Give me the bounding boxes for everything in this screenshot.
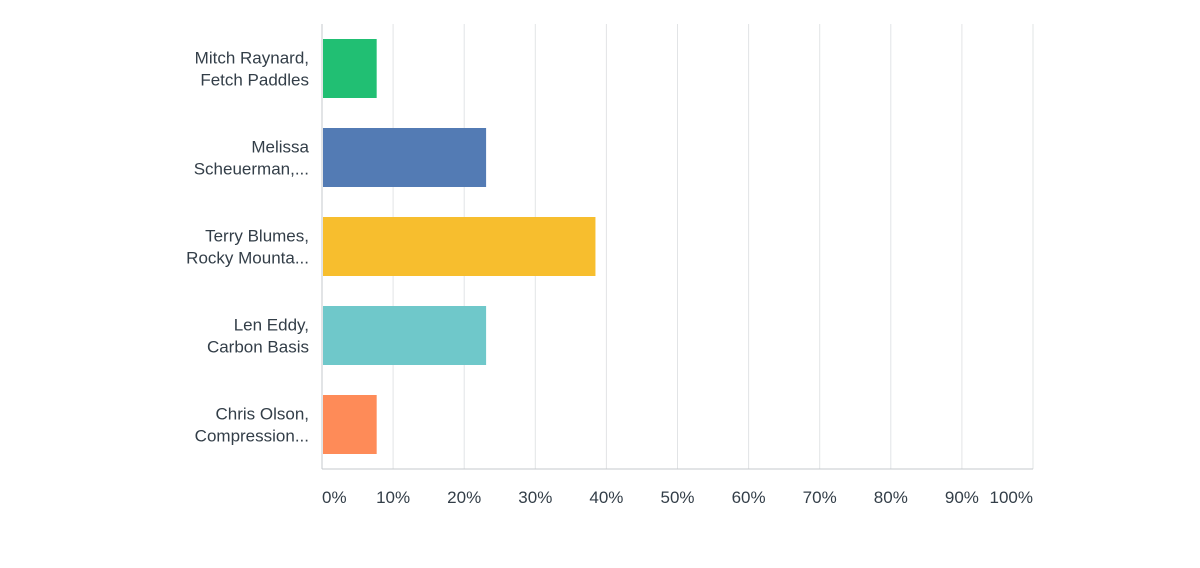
x-tick-label: 100% <box>990 488 1033 507</box>
x-tick-label: 60% <box>732 488 766 507</box>
category-label-line: Scheuerman,... <box>194 160 309 179</box>
category-label: Chris Olson, Compression... <box>195 405 309 446</box>
category-labels: Mitch Raynard, Fetch Paddles Melissa Scheue… <box>186 49 309 446</box>
category-label-line: Carbon Basis <box>207 338 309 357</box>
x-tick-label: 10% <box>376 488 410 507</box>
category-label-line: Melissa <box>251 138 309 157</box>
category-label-line: Mitch Raynard, <box>195 49 309 68</box>
x-tick-label: 70% <box>803 488 837 507</box>
x-tick-label: 30% <box>518 488 552 507</box>
x-tick-label: 80% <box>874 488 908 507</box>
category-label-line: Terry Blumes, <box>205 227 309 246</box>
bars <box>323 39 596 454</box>
category-label: Mitch Raynard, Fetch Paddles <box>195 49 309 90</box>
category-label-line: Compression... <box>195 427 309 446</box>
tick-labels: 0% 10% 20% 30% 40% 50% 60% 70% 80% 90% 100% <box>322 488 1033 507</box>
category-label-line: Len Eddy, <box>234 316 309 335</box>
category-label-line: Chris Olson, <box>215 405 309 424</box>
x-tick-label: 0% <box>322 488 347 507</box>
gridlines <box>392 24 1034 469</box>
category-label: Melissa Scheuerman,... <box>194 138 310 179</box>
bar[interactable] <box>323 217 596 276</box>
category-label: Len Eddy, Carbon Basis <box>207 316 309 357</box>
bar[interactable] <box>323 306 487 365</box>
bar[interactable] <box>323 395 377 454</box>
category-label: Terry Blumes, Rocky Mounta... <box>186 227 309 268</box>
x-tick-label: 50% <box>660 488 694 507</box>
x-tick-label: 90% <box>945 488 979 507</box>
axes <box>321 24 1033 470</box>
category-label-line: Fetch Paddles <box>200 71 309 90</box>
bar[interactable] <box>323 128 487 187</box>
x-tick-label: 40% <box>589 488 623 507</box>
x-tick-label: 20% <box>447 488 481 507</box>
category-label-line: Rocky Mounta... <box>186 249 309 268</box>
bar[interactable] <box>323 39 377 98</box>
